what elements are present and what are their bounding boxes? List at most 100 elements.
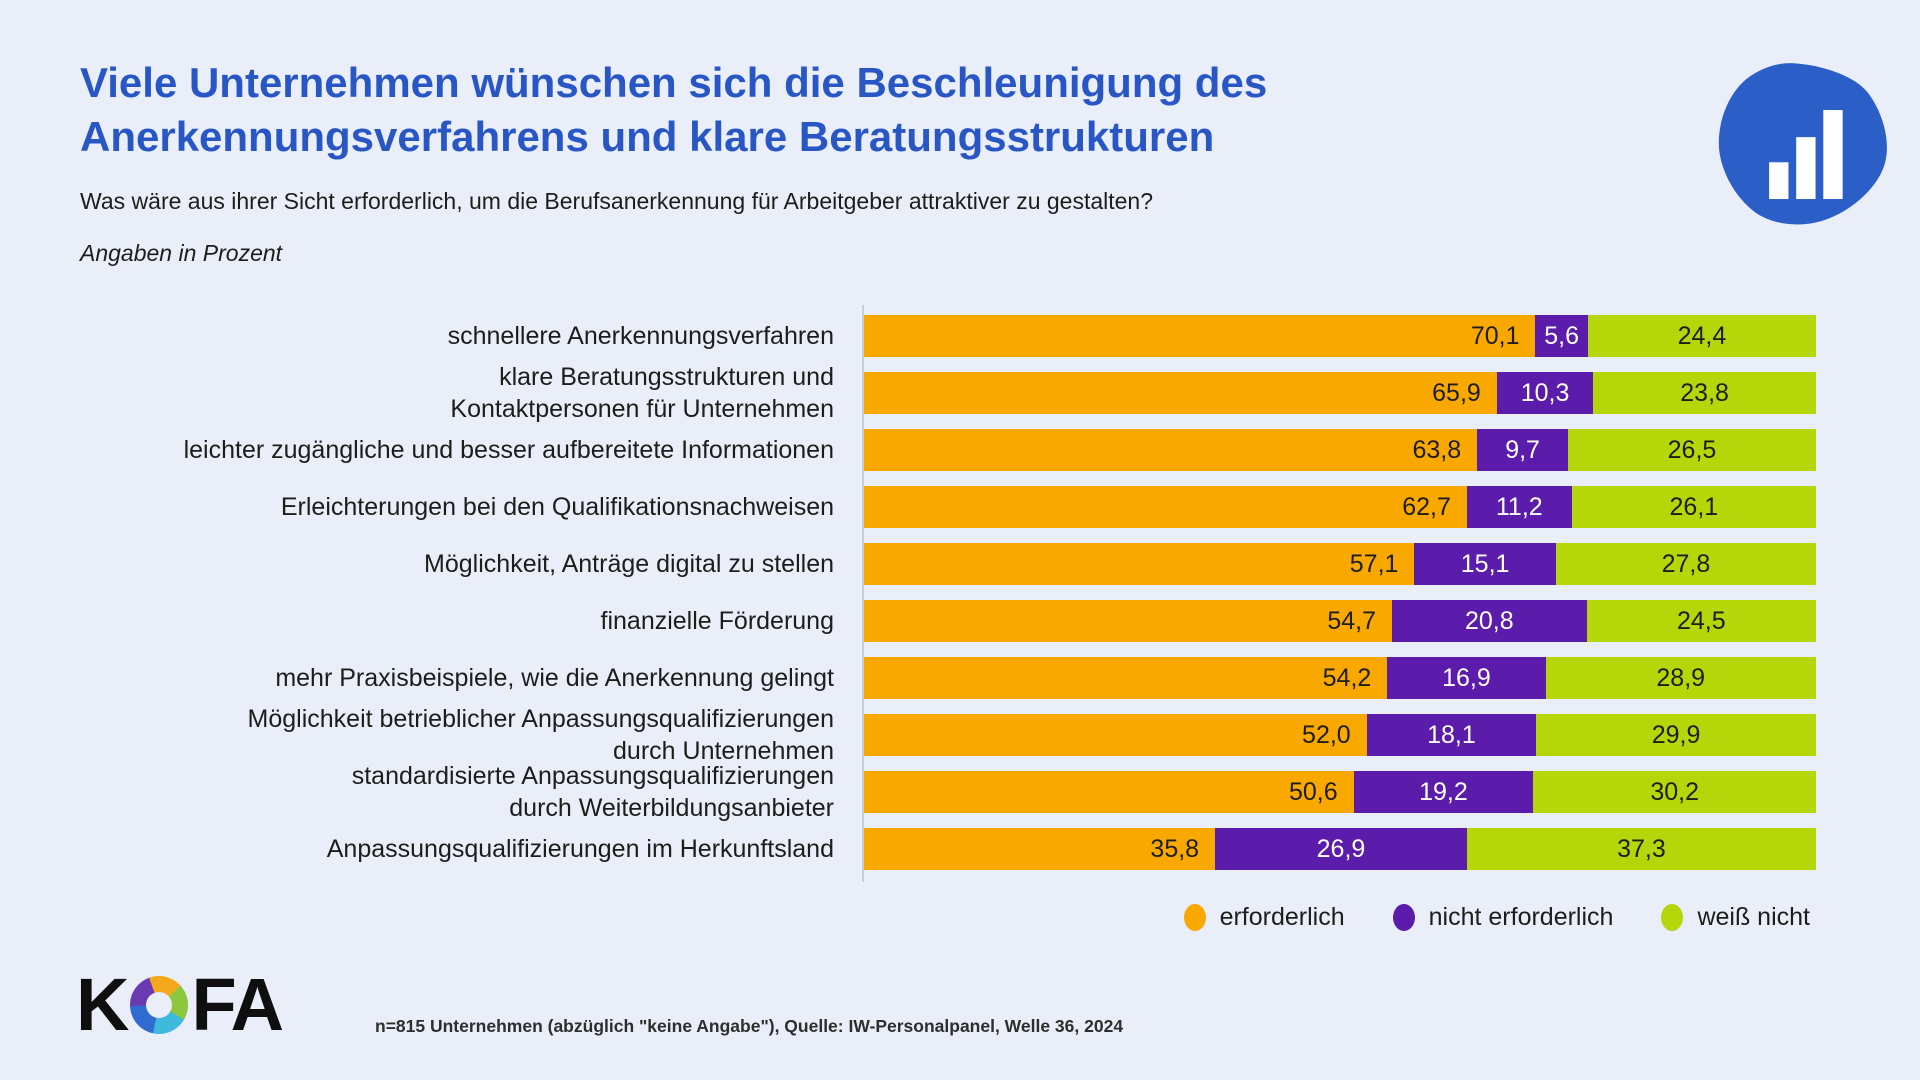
stacked-bar: 54,7 20,8 24,5	[864, 600, 1816, 642]
value-label: 54,2	[1322, 663, 1372, 692]
bar-segment-erforderlich: 54,2	[864, 657, 1388, 699]
chart-row: leichter zugängliche und besser aufberei…	[80, 429, 1817, 471]
value-label: 18,1	[1427, 720, 1476, 749]
bar-segment-nicht-erforderlich: 9,7	[1477, 429, 1568, 471]
value-label: 5,6	[1544, 321, 1580, 350]
kofa-logo: K FA	[76, 963, 284, 1046]
bar-segment-erforderlich: 70,1	[864, 315, 1536, 357]
legend-label: erforderlich	[1219, 902, 1345, 931]
value-label: 37,3	[1617, 834, 1666, 863]
category-label-line: leichter zugängliche und besser aufberei…	[183, 436, 834, 464]
stacked-bar-chart: schnellere Anerkennungsverfahren 70,1 5,6 2…	[80, 300, 1817, 890]
category-label-line: finanzielle Förderung	[600, 607, 834, 635]
category-label-line: Möglichkeit betrieblicher Anpassungsqual…	[247, 705, 834, 733]
bar-segment-weiss-nicht: 28,9	[1545, 657, 1816, 699]
bar-segment-erforderlich: 65,9	[864, 372, 1497, 414]
category-label: standardisierte Anpassungsqualifizierung…	[80, 760, 864, 824]
category-label: klare Beratungsstrukturen und Kontaktpers…	[80, 361, 864, 425]
logo-bar-small	[1769, 162, 1789, 200]
legend-dot-icon	[1392, 903, 1415, 931]
value-label: 26,9	[1316, 834, 1366, 863]
value-label: 30,2	[1650, 777, 1699, 806]
category-label: finanzielle Förderung	[80, 605, 864, 637]
value-label: 11,2	[1495, 492, 1543, 521]
legend-label: weiß nicht	[1697, 902, 1810, 931]
chart-row: klare Beratungsstrukturen und Kontaktpers…	[80, 363, 1816, 423]
bar-segment-weiss-nicht: 26,5	[1567, 429, 1817, 471]
stacked-bar: 62,7 11,2 26,1	[864, 486, 1816, 528]
legend-dot-icon	[1661, 903, 1684, 931]
bar-segment-erforderlich: 54,7	[864, 600, 1392, 642]
kofa-aperture-icon	[130, 976, 189, 1034]
category-label-line: Kontaktpersonen für Unternehmen	[450, 395, 834, 423]
stacked-bar: 57,1 15,1 27,8	[864, 543, 1816, 585]
bar-segment-weiss-nicht: 29,9	[1536, 714, 1816, 756]
value-label: 20,8	[1464, 606, 1514, 635]
bar-rows: schnellere Anerkennungsverfahren 70,1 5,6 2…	[80, 315, 1817, 885]
stacked-bar: 63,8 9,7 26,5	[864, 429, 1817, 471]
category-label-line: Anpassungsqualifizierungen im Herkunftsl…	[326, 835, 834, 863]
stacked-bar: 52,0 18,1 29,9	[864, 714, 1816, 756]
stacked-bar: 50,6 19,2 30,2	[864, 771, 1816, 813]
unit-note: Angaben in Prozent	[80, 240, 283, 266]
value-label: 24,5	[1676, 606, 1726, 635]
value-label: 57,1	[1349, 549, 1399, 578]
chart-row: mehr Praxisbeispiele, wie die Anerkennun…	[80, 657, 1816, 699]
value-label: 28,9	[1656, 663, 1706, 692]
category-label: schnellere Anerkennungsverfahren	[80, 320, 864, 352]
bar-segment-weiss-nicht: 30,2	[1533, 771, 1816, 813]
value-label: 24,4	[1677, 321, 1727, 350]
chart-row: Möglichkeit betrieblicher Anpassungsqual…	[80, 705, 1816, 765]
source-note: n=815 Unternehmen (abzüglich "keine Anga…	[375, 1016, 1124, 1036]
category-label: Möglichkeit betrieblicher Anpassungsqual…	[80, 703, 864, 767]
chart-row: Erleichterungen bei den Qualifikationsna…	[80, 486, 1816, 528]
bar-segment-nicht-erforderlich: 26,9	[1215, 828, 1467, 870]
bar-segment-erforderlich: 63,8	[864, 429, 1478, 471]
category-label-line: Erleichterungen bei den Qualifikationsna…	[280, 493, 834, 521]
category-label-line: klare Beratungsstrukturen und	[499, 363, 834, 391]
legend-label: nicht erforderlich	[1428, 902, 1614, 931]
category-label: mehr Praxisbeispiele, wie die Anerkennun…	[80, 662, 864, 694]
category-label: Möglichkeit, Anträge digital zu stellen	[80, 548, 864, 580]
value-label: 52,0	[1302, 720, 1351, 749]
page-title-line1: Viele Unternehmen wünschen sich die Besc…	[80, 59, 1268, 106]
value-label: 26,1	[1669, 492, 1719, 521]
bar-segment-nicht-erforderlich: 5,6	[1535, 315, 1588, 357]
kofa-logo-letters-fa: FA	[191, 963, 284, 1046]
bar-segment-weiss-nicht: 23,8	[1593, 372, 1816, 414]
value-label: 62,7	[1402, 492, 1451, 521]
value-label: 29,9	[1651, 720, 1701, 749]
category-label-line: durch Unternehmen	[613, 737, 834, 765]
page-title-line2: Anerkennungsverfahrens und klare Beratun…	[80, 113, 1215, 160]
legend-dot-icon	[1183, 903, 1206, 931]
chart-legend: erforderlich nicht erforderlich weiß nicht	[80, 900, 1816, 934]
stacked-bar: 70,1 5,6 24,4	[864, 315, 1816, 357]
y-axis-line	[862, 305, 864, 882]
page-title: Viele Unternehmen wünschen sich die Besc…	[80, 56, 1480, 164]
chart-row: finanzielle Förderung 54,7 20,8 24,5	[80, 600, 1816, 642]
legend-item: erforderlich	[1183, 902, 1345, 932]
category-label-line: durch Weiterbildungsanbieter	[509, 794, 834, 822]
chart-row: standardisierte Anpassungsqualifizierung…	[80, 762, 1816, 822]
value-label: 16,9	[1442, 663, 1491, 692]
value-label: 23,8	[1680, 378, 1729, 407]
bar-segment-nicht-erforderlich: 18,1	[1366, 714, 1537, 756]
value-label: 35,8	[1150, 834, 1200, 863]
bar-segment-erforderlich: 35,8	[864, 828, 1216, 870]
value-label: 10,3	[1520, 378, 1570, 407]
value-label: 15,1	[1460, 549, 1510, 578]
logo-bar-medium	[1796, 137, 1816, 200]
bar-chart-logo-icon	[1718, 63, 1887, 225]
category-label-line: schnellere Anerkennungsverfahren	[447, 322, 834, 350]
category-label: Erleichterungen bei den Qualifikationsna…	[80, 491, 864, 523]
bar-segment-nicht-erforderlich: 15,1	[1414, 543, 1556, 585]
category-label: leichter zugängliche und besser aufberei…	[80, 434, 864, 466]
bar-segment-nicht-erforderlich: 11,2	[1466, 486, 1572, 528]
value-label: 54,7	[1327, 606, 1376, 635]
bar-segment-erforderlich: 62,7	[864, 486, 1467, 528]
bar-segment-nicht-erforderlich: 19,2	[1353, 771, 1534, 813]
legend-item: nicht erforderlich	[1392, 902, 1614, 932]
bar-segment-nicht-erforderlich: 20,8	[1391, 600, 1587, 642]
bar-segment-erforderlich: 52,0	[864, 714, 1367, 756]
